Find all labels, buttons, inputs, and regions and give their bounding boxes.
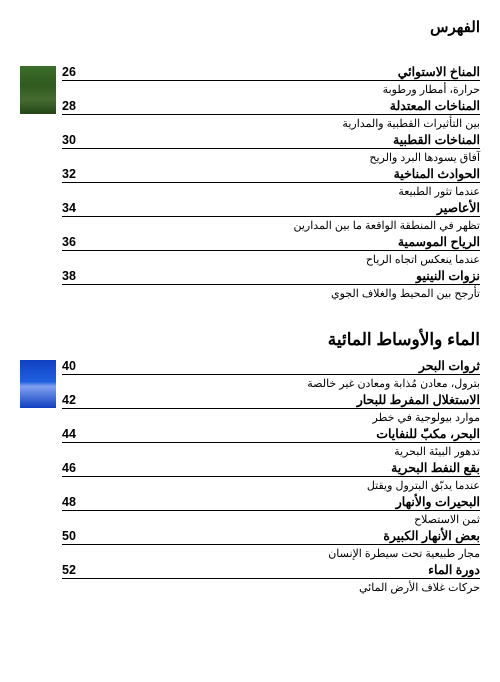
entry-page: 28 bbox=[62, 99, 76, 113]
entry-page: 48 bbox=[62, 495, 76, 509]
entry-page: 32 bbox=[62, 167, 76, 181]
toc-entry-row: البحر، مكبّ للنفايات 44 bbox=[62, 426, 480, 443]
entry-subtitle: موارد بيولوجية في خطر bbox=[62, 409, 480, 424]
entry-subtitle: تأرجح بين المحيط والغلاف الجوي bbox=[62, 285, 480, 300]
entry-subtitle: عندما تثور الطبيعة bbox=[62, 183, 480, 198]
toc-entry-row: المناخات المعتدلة 28 bbox=[62, 98, 480, 115]
entry-page: 38 bbox=[62, 269, 76, 283]
toc-entry: الأعاصير 34 تظهر في المنطقة الواقعة ما بين… bbox=[62, 200, 480, 232]
toc-entry: الحوادث المناخية 32 عندما تثور الطبيعة bbox=[62, 166, 480, 198]
toc-section: المناخ الاستوائي26حرارة، أمطار ورطوبةالم… bbox=[20, 64, 480, 302]
entry-page: 52 bbox=[62, 563, 76, 577]
section-thumbnail-icon bbox=[20, 360, 56, 408]
toc-entry-row: الاستغلال المفرط للبحار 42 bbox=[62, 392, 480, 409]
toc-list: ثروات البحر 40 بترول، معادن مُذابة ومعادن … bbox=[62, 358, 480, 596]
toc-area: المناخ الاستوائي26حرارة، أمطار ورطوبةالم… bbox=[20, 64, 480, 302]
entry-title: دورة الماء bbox=[428, 562, 480, 577]
entry-page: 40 bbox=[62, 359, 76, 373]
toc-entry-row: المناخ الاستوائي 26 bbox=[62, 64, 480, 81]
entry-subtitle: تدهور البيئة البحرية bbox=[62, 443, 480, 458]
toc-entry: البحيرات والأنهار 48 ثمن الاستصلاح bbox=[62, 494, 480, 526]
toc-entry-row: دورة الماء 52 bbox=[62, 562, 480, 579]
entry-title: الاستغلال المفرط للبحار bbox=[357, 392, 480, 407]
toc-area: ثروات البحر 40 بترول، معادن مُذابة ومعادن … bbox=[20, 358, 480, 596]
toc-entry-row: ثروات البحر 40 bbox=[62, 358, 480, 375]
toc-entry-row: البحيرات والأنهار 48 bbox=[62, 494, 480, 511]
entry-subtitle: عندما يدبّق البترول ويقتل bbox=[62, 477, 480, 492]
entry-subtitle: تظهر في المنطقة الواقعة ما بين المدارين bbox=[62, 217, 480, 232]
entry-subtitle: آفاق يسودها البرد والريح bbox=[62, 149, 480, 164]
entry-title: المناخات القطبية bbox=[393, 132, 480, 147]
section-thumbnail-icon bbox=[20, 66, 56, 114]
toc-entry: الرياح الموسمية 36 عندما ينعكس اتجاه الريا… bbox=[62, 234, 480, 266]
toc-entry-row: المناخات القطبية 30 bbox=[62, 132, 480, 149]
entry-page: 46 bbox=[62, 461, 76, 475]
toc-entry: بعض الأنهار الكبيرة 50 مجار طبيعية تحت سيط… bbox=[62, 528, 480, 560]
entry-subtitle: ثمن الاستصلاح bbox=[62, 511, 480, 526]
entry-page: 26 bbox=[62, 65, 76, 79]
entry-page: 42 bbox=[62, 393, 76, 407]
entry-title: البحر، مكبّ للنفايات bbox=[376, 426, 480, 441]
entry-subtitle: بترول، معادن مُذابة ومعادن غير خالصة bbox=[62, 375, 480, 390]
entry-title: الرياح الموسمية bbox=[398, 234, 480, 249]
toc-list: المناخ الاستوائي26حرارة، أمطار ورطوبةالم… bbox=[62, 64, 480, 302]
entry-title: الأعاصير bbox=[437, 200, 480, 215]
section-title: الماء والأوساط المائية bbox=[20, 330, 480, 350]
toc-section: الماء والأوساط المائية ثروات البحر 40 بترول… bbox=[20, 330, 480, 596]
entry-title: بقع النفط البحرية bbox=[391, 460, 480, 475]
toc-entry: المناخات القطبية 30 آفاق يسودها البرد والر… bbox=[62, 132, 480, 164]
toc-entry: ثروات البحر 40 بترول، معادن مُذابة ومعادن … bbox=[62, 358, 480, 390]
entry-subtitle: حرارة، أمطار ورطوبة bbox=[62, 81, 480, 96]
toc-entry: المناخات المعتدلة 28 بين التأثيرات القطبية… bbox=[62, 98, 480, 130]
toc-entry-row: الحوادث المناخية 32 bbox=[62, 166, 480, 183]
entry-page: 44 bbox=[62, 427, 76, 441]
toc-entry-row: الأعاصير 34 bbox=[62, 200, 480, 217]
toc-entry-row: الرياح الموسمية 36 bbox=[62, 234, 480, 251]
entry-title: المناخ الاستوائي bbox=[398, 64, 480, 79]
entry-title: المناخات المعتدلة bbox=[390, 98, 480, 113]
toc-entry-row: بعض الأنهار الكبيرة 50 bbox=[62, 528, 480, 545]
toc-entry: الاستغلال المفرط للبحار 42 موارد بيولوجية … bbox=[62, 392, 480, 424]
entry-page: 50 bbox=[62, 529, 76, 543]
entry-title: الحوادث المناخية bbox=[394, 166, 480, 181]
toc-entry: المناخ الاستوائي 26 حرارة، أمطار ورطوبة bbox=[62, 64, 480, 96]
entry-title: بعض الأنهار الكبيرة bbox=[383, 528, 480, 543]
entry-title: البحيرات والأنهار bbox=[396, 494, 480, 509]
toc-entry-row: بقع النفط البحرية 46 bbox=[62, 460, 480, 477]
entry-page: 36 bbox=[62, 235, 76, 249]
entry-subtitle: بين التأثيرات القطبية والمدارية bbox=[62, 115, 480, 130]
entry-subtitle: مجار طبيعية تحت سيطرة الإنسان bbox=[62, 545, 480, 560]
entry-subtitle: حركات غلاف الأرض المائي bbox=[62, 579, 480, 594]
toc-entry-row: نزوات النينيو 38 bbox=[62, 268, 480, 285]
toc-entry: دورة الماء 52 حركات غلاف الأرض المائي bbox=[62, 562, 480, 594]
entry-title: ثروات البحر bbox=[419, 358, 480, 373]
toc-entry: البحر، مكبّ للنفايات 44 تدهور البيئة البحر… bbox=[62, 426, 480, 458]
toc-entry: بقع النفط البحرية 46 عندما يدبّق البترول و… bbox=[62, 460, 480, 492]
entry-page: 30 bbox=[62, 133, 76, 147]
entry-page: 34 bbox=[62, 201, 76, 215]
toc-header: الفهرس bbox=[20, 18, 480, 36]
entry-title: نزوات النينيو bbox=[416, 268, 480, 283]
entry-subtitle: عندما ينعكس اتجاه الرياح bbox=[62, 251, 480, 266]
toc-entry: نزوات النينيو 38 تأرجح بين المحيط والغلاف … bbox=[62, 268, 480, 300]
